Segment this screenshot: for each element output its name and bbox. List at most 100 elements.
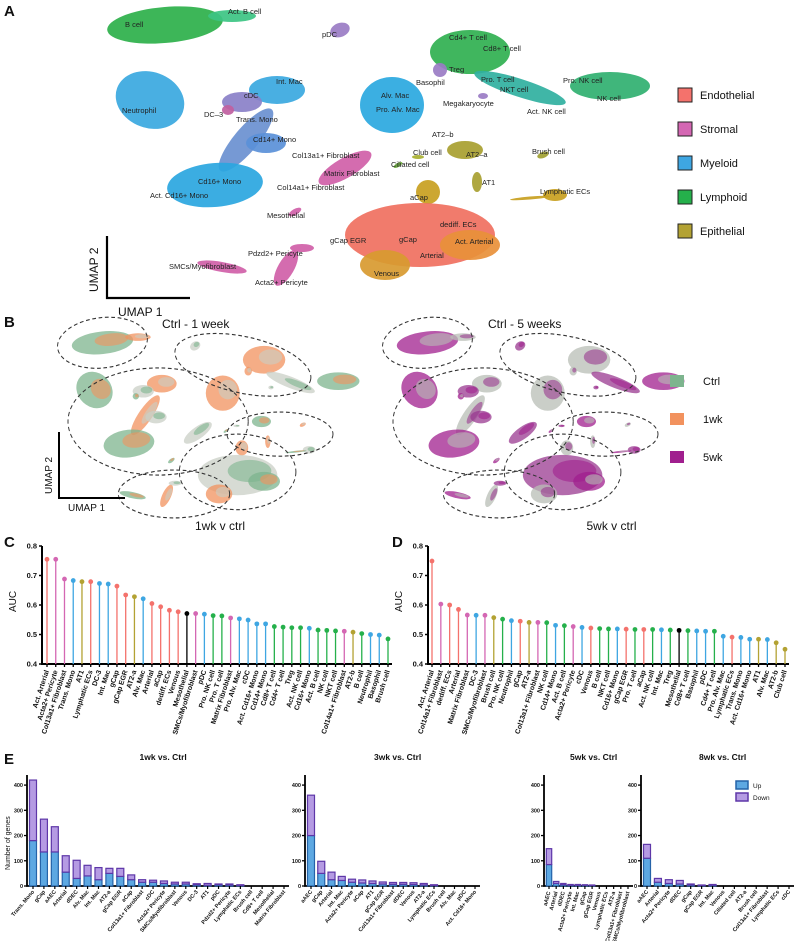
cluster-label: Col14a1+ Fibroblast <box>277 183 345 192</box>
umap-cluster-overlay <box>332 374 357 385</box>
umap-b-title-right: Ctrl - 5 weeks <box>488 317 561 331</box>
x-tick-label: Int. Mac <box>570 891 581 912</box>
compartment-outline <box>67 367 249 476</box>
lollipop-point <box>703 628 708 634</box>
bar-down <box>236 884 245 887</box>
umap-cluster-overlay <box>540 486 556 498</box>
legend-swatch <box>677 155 693 171</box>
umap-cluster-overlay <box>193 341 200 347</box>
bar-up <box>28 839 38 887</box>
cluster-label: AT2–a <box>466 150 488 159</box>
legend-label: Endothelial <box>700 90 754 102</box>
y-tick-label: 200 <box>531 834 540 840</box>
y-tick-label: 400 <box>628 783 637 789</box>
cluster-label: Trans. Mono <box>236 115 278 124</box>
cluster-label: B cell <box>125 20 144 29</box>
bar-down <box>545 848 553 866</box>
axis-lines <box>640 775 794 887</box>
lollipop-point <box>228 615 234 621</box>
cluster-label: Venous <box>374 269 399 278</box>
lollipop-point <box>333 628 338 634</box>
umap-cluster <box>430 30 510 74</box>
lollipop-point <box>756 636 761 642</box>
lollipop-point <box>315 627 321 633</box>
umap-cluster-overlay <box>550 429 553 432</box>
umap-cluster <box>510 195 550 201</box>
umap-cluster <box>197 260 247 274</box>
umap-b-title-left: Ctrl - 1 week <box>162 317 230 331</box>
lollipop-point <box>298 625 303 631</box>
lollipop-point <box>579 625 585 630</box>
compartment-outline <box>174 332 312 397</box>
umap-cluster-overlay <box>135 393 139 398</box>
umap-b-left <box>57 316 360 519</box>
lollipop-point <box>114 583 120 589</box>
lollipop-point <box>254 621 260 627</box>
umap-cluster-overlay <box>609 378 637 391</box>
y-tick-label: 0.8 <box>27 542 37 551</box>
axis-lines <box>41 546 392 665</box>
umap-cluster-overlay <box>483 377 500 387</box>
umap-cluster <box>222 105 234 115</box>
x-tick-label: aAEC <box>300 889 314 904</box>
y-tick-label: 0.4 <box>27 660 38 669</box>
cluster-label: Mesothelial <box>267 211 305 220</box>
bar-down <box>61 855 70 873</box>
bar-down <box>388 881 398 885</box>
cluster-label: Act. B cell <box>228 7 262 16</box>
lollipop-point <box>526 620 532 625</box>
lollipop-point <box>289 625 295 631</box>
umap-cluster-overlay <box>543 379 563 400</box>
cluster-label: Act. Arterial <box>455 237 494 246</box>
umap-cluster-overlay <box>235 424 240 427</box>
condition-legend: Ctrl 1wk 5wk <box>670 375 723 464</box>
lollipop-point <box>438 601 444 607</box>
compartment-outline <box>117 469 231 519</box>
lollipop-point <box>105 581 111 587</box>
x-tick-label: aAEC <box>543 891 553 907</box>
bar-down <box>429 884 439 887</box>
lollipop-point <box>97 581 102 586</box>
cluster-label: Pro. Alv. Mac <box>376 105 420 114</box>
lollipop-point <box>694 628 700 634</box>
compartment-outline <box>442 469 556 519</box>
bar-down <box>28 779 38 842</box>
panel-letter-d: D <box>392 534 403 551</box>
umap-cluster-overlay <box>572 367 577 373</box>
cluster-label: gCap <box>399 235 417 244</box>
umap-cluster-overlay <box>632 447 640 452</box>
umap-cluster-overlay <box>259 417 270 424</box>
bar-up <box>39 851 49 887</box>
y-axis-label: AUC <box>8 591 19 612</box>
cluster-label: cDC <box>244 91 259 100</box>
umap-cluster-overlay <box>498 481 506 485</box>
lollipop-point <box>685 628 691 634</box>
x-tick-label: pDC <box>210 889 222 902</box>
lollipop-point <box>62 576 67 582</box>
y-tick-label: 300 <box>531 808 540 814</box>
umap-cluster <box>167 162 263 208</box>
lollipop-point <box>773 640 779 646</box>
umap-cluster <box>447 141 483 159</box>
lollipop-point <box>650 627 656 632</box>
bar-down <box>225 883 234 886</box>
bar-down <box>567 883 574 886</box>
chart-title: 1wk vs. Ctrl <box>140 752 187 762</box>
umap-cluster <box>208 10 256 22</box>
umap-cluster-overlay <box>307 447 315 452</box>
x-tick-label: cDC <box>575 669 586 684</box>
lollipop-point <box>236 616 242 622</box>
umap-cluster-overlay <box>618 450 630 453</box>
bar-down <box>337 875 346 882</box>
legend-label: Up <box>753 783 762 790</box>
cluster-label: AT1 <box>482 178 495 187</box>
umap-cluster-overlay <box>584 417 595 424</box>
lollipop-point <box>193 611 199 616</box>
cluster-label: Brush cell <box>532 147 565 156</box>
lollipop-point <box>201 611 207 617</box>
legend-swatch <box>677 223 693 239</box>
x-tick-label: pDC <box>197 669 208 685</box>
lollipop-point <box>376 632 382 638</box>
y-tick-label: 300 <box>14 808 23 814</box>
y-tick-label: 0 <box>20 884 23 890</box>
